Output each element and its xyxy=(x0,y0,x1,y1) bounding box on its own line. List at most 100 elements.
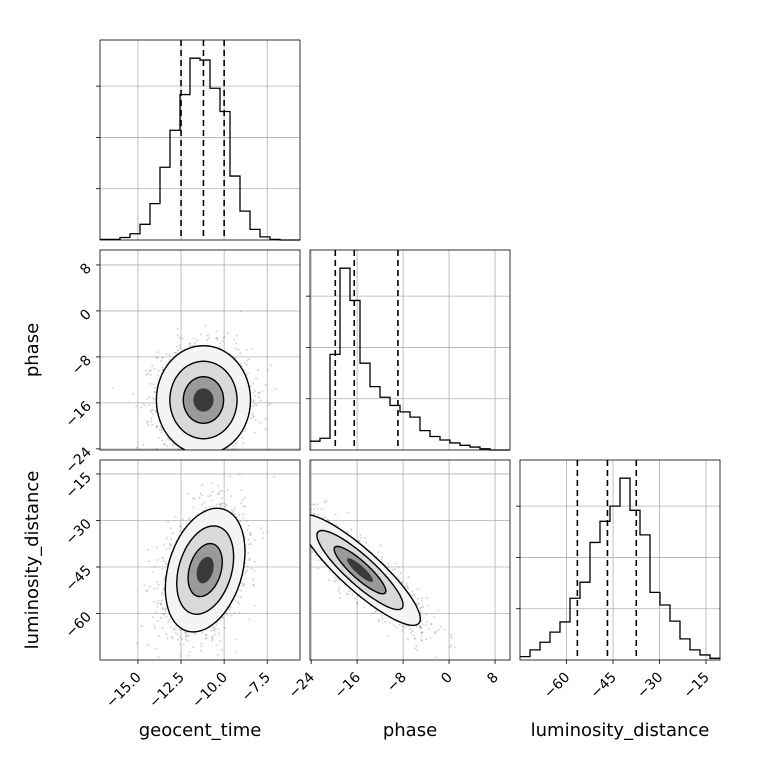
sample-point xyxy=(416,588,419,591)
sample-point xyxy=(249,534,252,536)
sample-point xyxy=(217,654,219,656)
sample-point xyxy=(296,505,298,507)
sample-point xyxy=(231,508,233,511)
sample-point xyxy=(246,359,249,362)
sample-point xyxy=(252,578,255,581)
sample-point xyxy=(231,511,234,514)
sample-point xyxy=(269,364,272,367)
sample-point xyxy=(179,346,182,349)
sample-point xyxy=(239,362,242,365)
sample-point xyxy=(338,579,341,582)
sample-point xyxy=(173,351,176,354)
sample-point xyxy=(240,589,243,592)
sample-point xyxy=(198,496,201,499)
sample-point xyxy=(223,502,226,505)
sample-point xyxy=(146,421,149,424)
sample-point xyxy=(161,593,163,596)
sample-point xyxy=(192,337,195,340)
sample-point xyxy=(154,627,156,630)
sample-point xyxy=(236,595,239,598)
sample-point xyxy=(253,431,256,434)
sample-point xyxy=(179,643,182,646)
sample-point xyxy=(130,454,132,456)
sample-point xyxy=(156,425,159,428)
sample-point xyxy=(163,443,166,446)
sample-point xyxy=(145,589,148,592)
sample-point xyxy=(252,382,254,385)
sample-point xyxy=(196,339,199,342)
sample-point xyxy=(238,602,241,605)
sample-point xyxy=(269,497,271,499)
sample-point xyxy=(233,507,236,510)
sample-point xyxy=(219,502,222,505)
sample-point xyxy=(143,584,146,587)
sample-point xyxy=(203,470,205,472)
sample-point xyxy=(148,396,151,399)
sample-point xyxy=(163,462,165,464)
sample-point xyxy=(185,463,187,465)
sample-point xyxy=(189,342,192,345)
sample-point xyxy=(425,624,427,627)
sample-point xyxy=(166,445,168,448)
sample-point xyxy=(252,415,255,418)
sample-point xyxy=(148,585,151,588)
sample-point xyxy=(155,447,158,450)
sample-point xyxy=(379,544,382,547)
sample-point xyxy=(241,499,244,502)
sample-point xyxy=(194,341,197,344)
sample-point xyxy=(157,461,159,463)
sample-point xyxy=(182,464,184,466)
sample-point xyxy=(176,468,178,470)
sample-point xyxy=(149,382,152,385)
sample-point xyxy=(220,497,223,500)
sample-point xyxy=(334,579,337,582)
sample-point xyxy=(153,398,156,401)
sample-point xyxy=(289,538,291,540)
sample-point xyxy=(283,504,285,506)
sample-point xyxy=(254,395,257,397)
sample-point xyxy=(219,503,222,506)
sample-point xyxy=(249,533,252,536)
sample-point xyxy=(258,392,261,395)
sample-point xyxy=(156,587,159,590)
sample-point xyxy=(245,364,248,366)
sample-point xyxy=(301,545,303,547)
sample-point xyxy=(307,498,309,500)
sample-point xyxy=(380,556,383,559)
sample-point xyxy=(274,387,277,390)
sample-point xyxy=(233,509,235,512)
sample-point xyxy=(205,636,208,639)
sample-point xyxy=(239,310,242,313)
sample-point xyxy=(184,638,187,641)
sample-point xyxy=(240,502,243,505)
sample-point xyxy=(165,353,168,356)
sample-point xyxy=(305,517,307,519)
sample-point xyxy=(151,616,154,619)
histogram-step-line xyxy=(520,477,720,659)
sample-point xyxy=(165,537,168,540)
sample-point xyxy=(149,369,152,372)
sample-point xyxy=(168,358,171,361)
sample-point xyxy=(292,531,294,533)
sample-point xyxy=(162,588,165,591)
sample-point xyxy=(429,623,432,626)
sample-point xyxy=(250,567,253,570)
sample-point xyxy=(307,518,309,520)
sample-point xyxy=(231,452,233,454)
sample-point xyxy=(156,546,159,549)
sample-point xyxy=(211,635,214,638)
sample-point xyxy=(153,565,156,568)
sample-point xyxy=(151,424,154,426)
sample-point xyxy=(315,554,318,557)
sample-point xyxy=(187,463,189,465)
sample-point xyxy=(150,411,153,414)
sample-point xyxy=(156,357,159,360)
sample-point xyxy=(247,552,250,555)
sample-point xyxy=(221,340,224,343)
sample-point xyxy=(174,351,177,354)
sample-point xyxy=(252,583,255,586)
sample-point xyxy=(162,608,165,610)
sample-point xyxy=(192,506,195,509)
sample-point xyxy=(214,628,217,630)
sample-point xyxy=(233,611,236,614)
